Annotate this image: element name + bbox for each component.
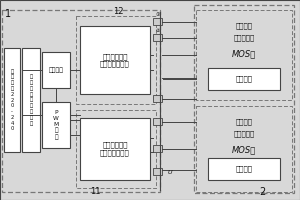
Bar [196,10,292,100]
Text: ②: ② [156,28,160,33]
Text: ①: ① [156,12,160,18]
Text: MOS管: MOS管 [232,49,256,58]
Bar [76,110,156,188]
Bar [42,52,70,88]
Bar [22,48,40,152]
Bar [153,168,162,175]
Text: 池保护模块: 池保护模块 [233,35,255,41]
Text: 单节锂电: 单节锂电 [236,23,253,29]
Text: 12: 12 [113,7,123,17]
Bar [196,106,292,192]
Text: P
W
M
控
制: P W M 控 制 [53,110,59,140]
Text: 2: 2 [259,187,265,197]
Text: 池保护模块: 池保护模块 [233,131,255,137]
Bar [208,68,280,90]
Text: 交
流
输
入
2
2
0
-
2
4
0: 交 流 输 入 2 2 0 - 2 4 0 [10,68,14,132]
Text: 单节锂电: 单节锂电 [236,119,253,125]
Bar [80,118,150,180]
Bar [76,16,156,104]
Text: 控制开关: 控制开关 [236,166,253,172]
Bar [4,48,20,152]
Bar [80,26,150,94]
Bar [194,5,294,193]
Bar [153,145,162,152]
Bar [153,95,162,102]
Text: 单节锂电池充
电专用管理模块: 单节锂电池充 电专用管理模块 [100,142,130,156]
Text: 控制开关: 控制开关 [236,76,253,82]
Bar [42,102,70,148]
Bar [208,158,280,180]
Bar [153,34,162,41]
Text: 蓄
电
池
充
电
管
理
模
块: 蓄 电 池 充 电 管 理 模 块 [29,74,33,126]
Bar [153,118,162,125]
Text: MOS管: MOS管 [232,146,256,154]
Bar [153,18,162,25]
Bar [2,10,160,192]
Text: 单节锂电池充
电专用管理模块: 单节锂电池充 电专用管理模块 [100,53,130,67]
Text: 变压模块: 变压模块 [49,67,64,73]
Text: 1: 1 [5,9,11,19]
Text: 11: 11 [90,188,100,196]
Text: U: U [168,170,172,174]
